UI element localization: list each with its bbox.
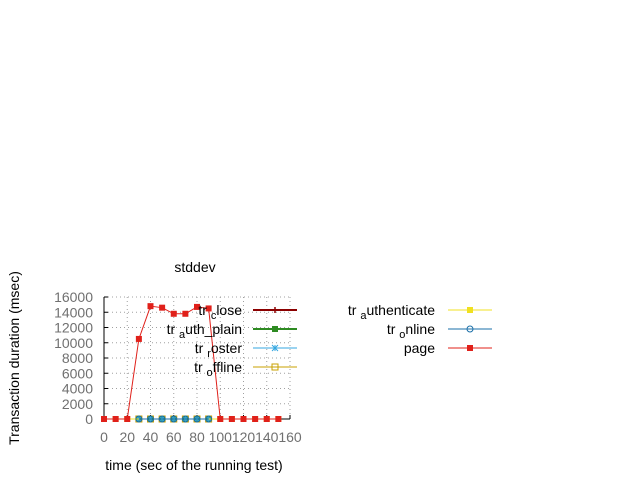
- legend-entry: tr close: [198, 302, 297, 322]
- legend-label: tr authenticate: [348, 302, 435, 322]
- x-tick-label: 40: [143, 429, 159, 445]
- legend-entry: tr roster: [195, 340, 297, 360]
- data-point: [194, 303, 200, 310]
- data-point: [263, 416, 270, 422]
- x-tick-label: 160: [278, 429, 302, 445]
- legend-label: tr auth_plain: [167, 321, 242, 341]
- legend-entry: tr authenticate: [348, 302, 492, 322]
- legend-entry: tr auth_plain: [167, 321, 297, 341]
- data-point: [217, 416, 224, 422]
- y-tick-label: 4000: [62, 381, 93, 397]
- legend-entry: tr offline: [194, 359, 297, 379]
- y-tick-label: 8000: [62, 350, 93, 366]
- legend-marker: [467, 345, 473, 351]
- legend-marker: [271, 363, 279, 371]
- y-tick-label: 0: [85, 411, 93, 427]
- data-point: [228, 416, 235, 422]
- chart-title: stddev: [174, 259, 215, 275]
- tick-labels: 0 20 40 60 80 100 120 140 1600200040006000800010…: [54, 289, 302, 445]
- y-tick-label: 10000: [54, 335, 93, 351]
- series-tr-online: [135, 415, 213, 423]
- y-axis-label: Transaction duration (msec): [6, 271, 22, 445]
- data-point: [135, 335, 142, 342]
- data-point: [252, 416, 259, 422]
- legend-label: page: [404, 340, 435, 356]
- data-point: [158, 415, 166, 423]
- x-tick-label: 100: [209, 429, 233, 445]
- y-tick-label: 14000: [54, 304, 93, 320]
- y-tick-label: 12000: [54, 320, 93, 336]
- x-tick-label: 20: [119, 429, 135, 445]
- legend-label: tr close: [198, 302, 242, 322]
- legend-label: tr online: [387, 321, 435, 341]
- data-point: [147, 303, 154, 310]
- data-point: [240, 416, 247, 422]
- legend-label: tr roster: [195, 340, 243, 360]
- legend-marker: [466, 325, 474, 333]
- data-point: [205, 305, 212, 312]
- data-point: [181, 415, 189, 423]
- series-page: [101, 303, 282, 422]
- x-tick-label: 140: [255, 429, 279, 445]
- data-point: [170, 415, 178, 423]
- x-tick-label: 80: [189, 429, 205, 445]
- data-point: [124, 416, 131, 422]
- data-point: [170, 310, 177, 317]
- data-point: [205, 415, 213, 423]
- data-point: [159, 304, 166, 311]
- data-point: [193, 415, 201, 423]
- grid: [104, 297, 290, 419]
- series-line: [104, 305, 279, 420]
- data-point: [182, 310, 189, 317]
- legend-marker: [271, 344, 279, 352]
- legend-entry: tr online: [387, 321, 492, 341]
- legend-marker: [272, 307, 278, 313]
- series-lines: [101, 303, 282, 423]
- legend-marker: [467, 307, 473, 313]
- y-tick-label: 6000: [62, 365, 93, 381]
- legend-marker: [272, 326, 278, 332]
- data-point: [135, 415, 143, 423]
- x-tick-label: 0: [100, 429, 108, 445]
- data-point: [101, 416, 107, 422]
- y-tick-label: 16000: [54, 289, 93, 305]
- data-point: [147, 415, 154, 423]
- x-tick-label: 120: [232, 429, 256, 445]
- y-tick-label: 2000: [62, 396, 93, 412]
- legend-entry: page: [404, 340, 492, 356]
- data-point: [112, 416, 119, 422]
- legend-label: tr offline: [194, 359, 242, 379]
- data-point: [275, 416, 282, 422]
- x-tick-label: 60: [166, 429, 182, 445]
- x-axis-label: time (sec of the running test): [105, 457, 282, 473]
